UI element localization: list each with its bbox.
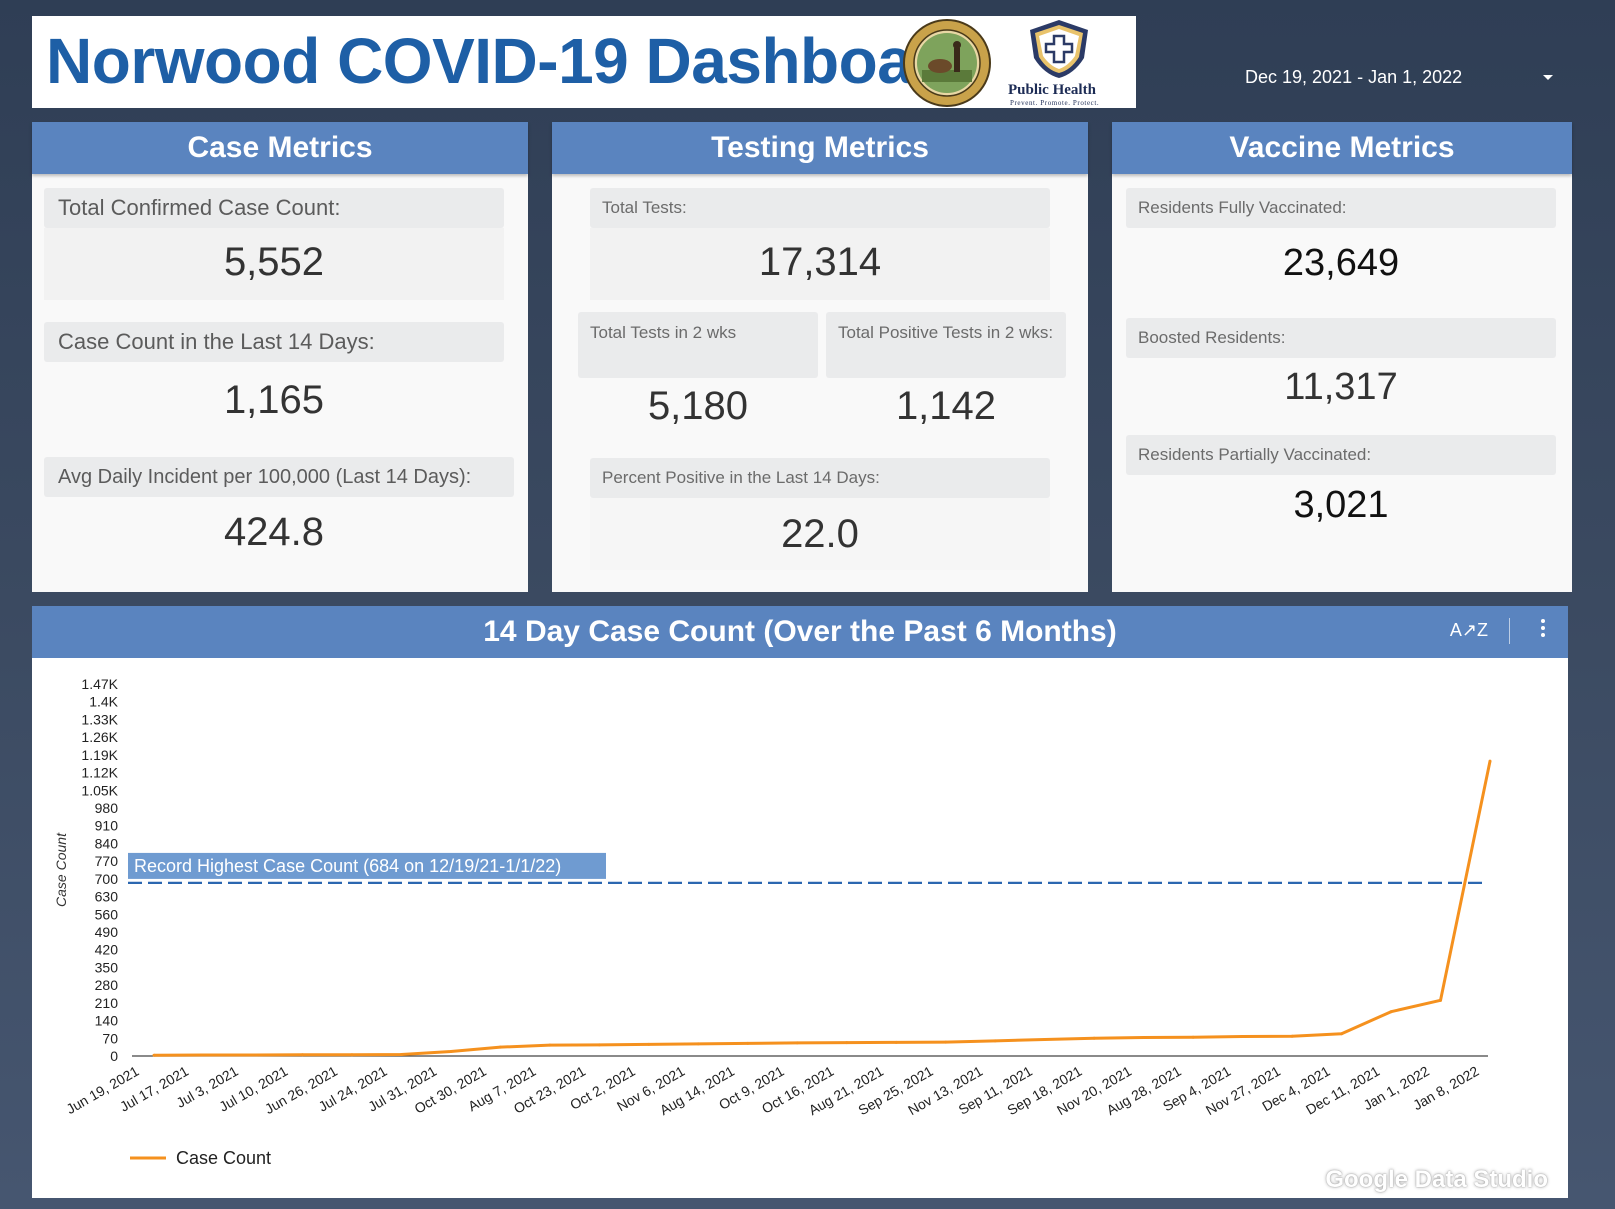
testing-metrics-title: Testing Metrics <box>552 122 1088 174</box>
avg-incident-label: Avg Daily Incident per 100,000 (Last 14 … <box>44 457 514 497</box>
y-tick-label: 840 <box>95 835 119 851</box>
date-range-value: Dec 19, 2021 - Jan 1, 2022 <box>1245 66 1463 87</box>
data-point <box>1389 1010 1393 1014</box>
y-tick-label: 1.33K <box>81 711 118 727</box>
y-tick-label: 1.05K <box>81 782 118 798</box>
tests-2wks-label: Total Tests in 2 wks <box>578 312 818 378</box>
case-count-chart-panel: 14 Day Case Count (Over the Past 6 Month… <box>32 606 1568 1198</box>
data-point <box>944 1040 948 1044</box>
y-tick-label: 210 <box>95 995 119 1011</box>
sort-az-icon[interactable]: A↗Z <box>1449 620 1488 640</box>
data-point <box>1290 1034 1294 1038</box>
public-health-tagline: Prevent. Promote. Protect. <box>1010 99 1100 107</box>
more-options-icon[interactable] <box>1540 616 1546 644</box>
partially-vaccinated-value: 3,021 <box>1293 484 1389 526</box>
y-tick-label: 630 <box>95 889 119 905</box>
line-chart: Case Count070140210280350420490560630700… <box>53 676 1492 1168</box>
y-tick-label: 350 <box>95 959 119 975</box>
y-tick-label: 280 <box>95 977 119 993</box>
y-tick-label: 1.47K <box>81 676 118 692</box>
positive-tests-2wks-label: Total Positive Tests in 2 wks: <box>826 312 1066 378</box>
percent-positive-label: Percent Positive in the Last 14 Days: <box>590 458 1050 498</box>
fully-vaccinated-value: 23,649 <box>1282 242 1400 284</box>
data-point <box>696 1042 700 1046</box>
y-tick-label: 140 <box>95 1013 119 1029</box>
total-tests-label: Total Tests: <box>590 188 1050 228</box>
town-seal-icon <box>903 19 991 107</box>
data-point <box>1043 1038 1047 1042</box>
series-line-case-count <box>153 760 1492 1057</box>
avg-incident-value: 424.8 <box>223 510 325 554</box>
y-tick-label: 980 <box>95 800 119 816</box>
case-metrics-panel: Case Metrics Total Confirmed Case Count:… <box>32 122 528 592</box>
total-case-value: 5,552 <box>223 240 325 284</box>
data-point <box>449 1049 453 1053</box>
y-tick-label: 1.19K <box>81 747 118 763</box>
last14-case-value: 1,165 <box>223 378 325 422</box>
percent-positive-value: 22.0 <box>781 512 859 556</box>
last14-case-label: Case Count in the Last 14 Days: <box>44 322 504 362</box>
data-point <box>746 1041 750 1045</box>
fully-vaccinated-label: Residents Fully Vaccinated: <box>1126 188 1556 228</box>
reference-label-bg <box>128 852 606 879</box>
data-point <box>201 1053 205 1057</box>
data-point <box>1191 1035 1195 1039</box>
case-metrics-title: Case Metrics <box>32 122 528 174</box>
y-tick-label: 1.12K <box>81 765 118 781</box>
data-point <box>845 1041 849 1045</box>
testing-metrics-panel: Testing Metrics Total Tests: 17,314 Tota… <box>552 122 1088 592</box>
shield-icon <box>1030 20 1088 78</box>
header-divider <box>1509 618 1510 644</box>
data-point <box>1439 998 1443 1002</box>
data-point <box>795 1041 799 1045</box>
y-tick-label: 1.4K <box>89 694 118 710</box>
y-tick-label: 1.26K <box>81 729 118 745</box>
data-point <box>498 1045 502 1049</box>
data-point <box>1340 1032 1344 1036</box>
vaccine-metrics-title: Vaccine Metrics <box>1112 122 1572 174</box>
data-point <box>647 1042 651 1046</box>
y-tick-label: 770 <box>95 853 119 869</box>
total-tests-value: 17,314 <box>758 240 882 284</box>
vaccine-metrics-panel: Vaccine Metrics Residents Fully Vaccinat… <box>1112 122 1572 592</box>
y-tick-label: 910 <box>95 818 119 834</box>
y-tick-label: 70 <box>102 1030 118 1046</box>
data-point <box>152 1053 156 1057</box>
data-point <box>1092 1036 1096 1040</box>
page-title: Norwood COVID-19 Dashboard <box>46 25 976 97</box>
chart-title: 14 Day Case Count (Over the Past 6 Month… <box>32 606 1568 658</box>
dashboard-header: Norwood COVID-19 Dashboard Public Health… <box>32 16 1136 108</box>
y-tick-label: 490 <box>95 924 119 940</box>
data-point <box>993 1039 997 1043</box>
legend-label: Case Count <box>176 1148 271 1168</box>
data-point <box>399 1052 403 1056</box>
dropdown-arrow-icon[interactable] <box>1543 74 1553 80</box>
date-range-picker[interactable]: Dec 19, 2021 - Jan 1, 2022 <box>1245 62 1555 92</box>
data-point <box>1142 1036 1146 1040</box>
boosted-value: 11,317 <box>1284 366 1398 408</box>
data-point <box>1241 1035 1245 1039</box>
y-tick-label: 0 <box>110 1048 118 1064</box>
positive-tests-2wks-value: 1,142 <box>895 384 997 428</box>
data-point <box>350 1053 354 1057</box>
watermark: Google Data Studio <box>1325 1166 1548 1193</box>
public-health-logo: Public Health Prevent. Promote. Protect. <box>1004 16 1134 108</box>
data-point <box>548 1043 552 1047</box>
data-point <box>597 1043 601 1047</box>
data-point <box>251 1053 255 1057</box>
y-tick-label: 420 <box>95 942 119 958</box>
boosted-label: Boosted Residents: <box>1126 318 1556 358</box>
data-point <box>894 1040 898 1044</box>
y-tick-label: 560 <box>95 906 119 922</box>
reference-label: Record Highest Case Count (684 on 12/19/… <box>134 856 561 876</box>
y-axis-label: Case Count <box>53 832 69 907</box>
partially-vaccinated-label: Residents Partially Vaccinated: <box>1126 435 1556 475</box>
data-point <box>1488 759 1492 763</box>
total-case-label: Total Confirmed Case Count: <box>44 188 504 228</box>
tests-2wks-value: 5,180 <box>647 384 749 428</box>
public-health-name: Public Health <box>1008 82 1096 98</box>
data-point <box>300 1053 304 1057</box>
y-tick-label: 700 <box>95 871 119 887</box>
